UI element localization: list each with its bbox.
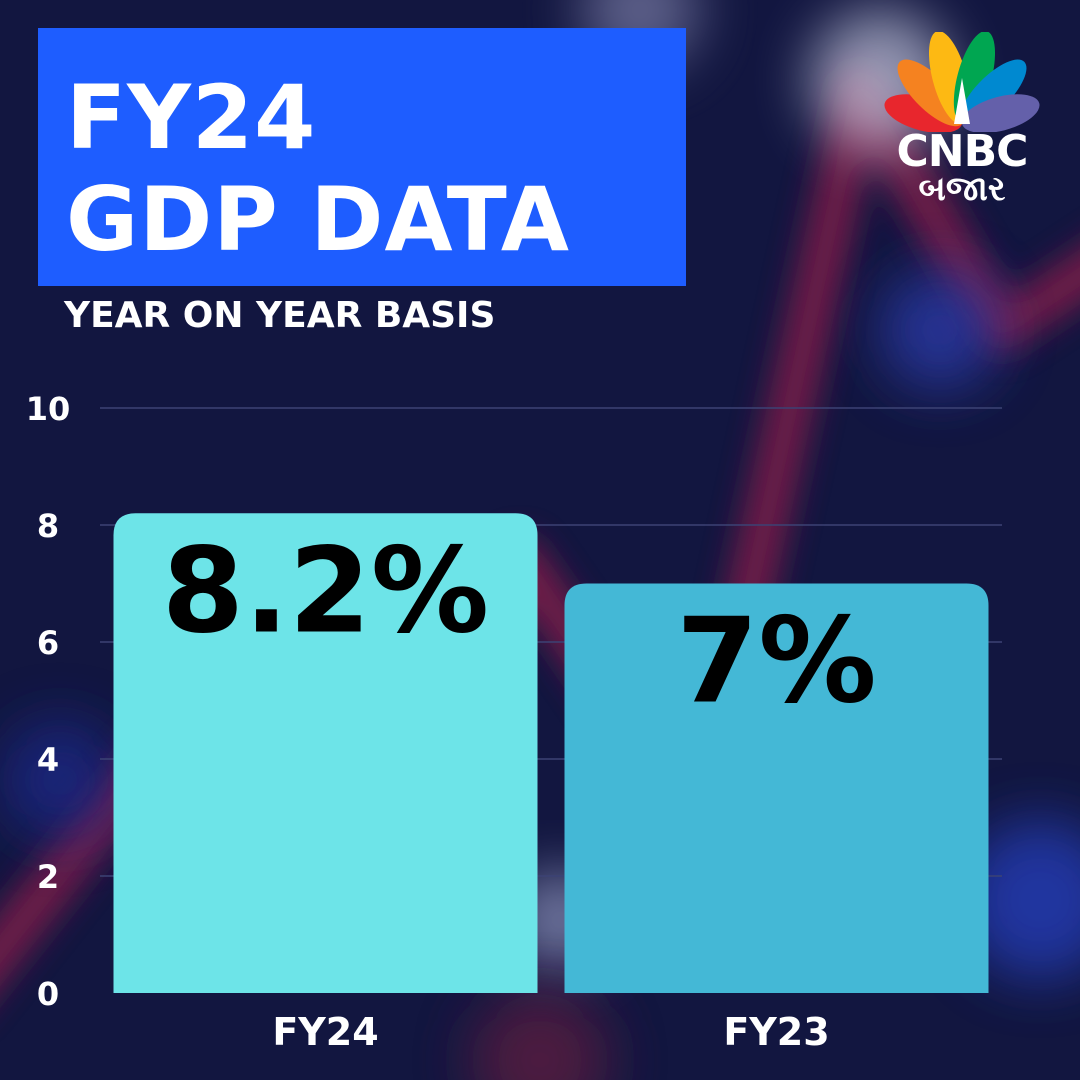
title-box: FY24 GDP DATA bbox=[38, 28, 686, 286]
logo-wordmark: CNBC bbox=[896, 126, 1029, 177]
peacock-feather-purple bbox=[961, 94, 1040, 132]
peacock-icon bbox=[884, 32, 1040, 132]
logo-subtitle: બજાર bbox=[918, 169, 1006, 209]
title-line-1: FY24 bbox=[66, 66, 317, 169]
title-line-2: GDP DATA bbox=[66, 168, 571, 271]
y-tick-label: 0 bbox=[37, 975, 59, 1013]
x-tick-label: FY23 bbox=[723, 1010, 829, 1054]
y-tick-label: 10 bbox=[26, 390, 71, 428]
subtitle: YEAR ON YEAR BASIS bbox=[64, 295, 496, 336]
data-label-fy23: 7% bbox=[676, 592, 876, 730]
y-tick-label: 2 bbox=[37, 858, 59, 896]
bar-fy23 bbox=[564, 583, 989, 993]
y-tick-label: 8 bbox=[37, 507, 59, 545]
y-tick-label: 6 bbox=[37, 624, 59, 662]
y-tick-label: 4 bbox=[37, 741, 59, 779]
x-tick-label: FY24 bbox=[272, 1010, 378, 1054]
bar-fy24 bbox=[113, 513, 538, 993]
cnbc-bajar-logo: CNBC બજાર bbox=[870, 32, 1054, 208]
data-label-fy24: 8.2% bbox=[162, 521, 489, 659]
